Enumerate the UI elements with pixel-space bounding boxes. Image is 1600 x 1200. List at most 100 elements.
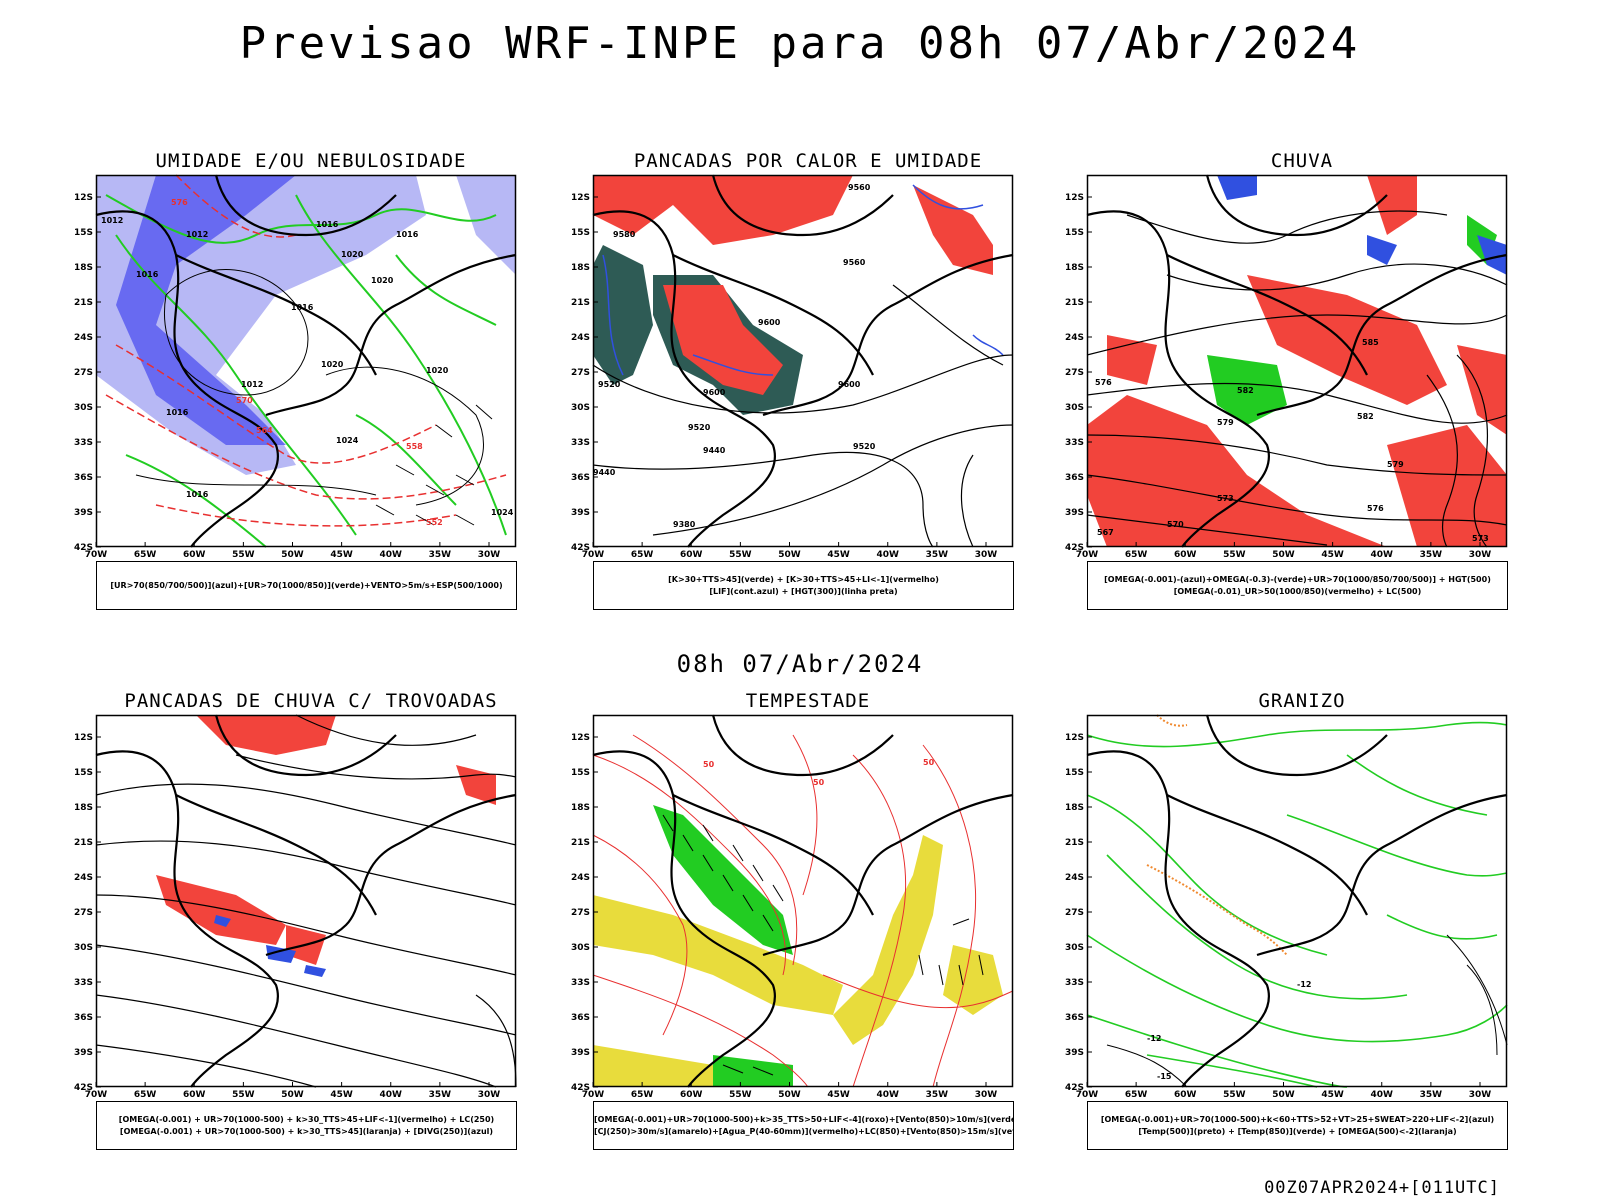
legend-line: [Temp(500)](preto) + [Temp(850)](verde) … — [1138, 1126, 1457, 1136]
humidity-green-contours — [105, 194, 507, 548]
country-borders — [95, 714, 517, 1088]
humidity-blue-area — [116, 175, 296, 445]
contour-label: 1020 — [341, 250, 364, 259]
lon-tick-label: 65W — [1125, 550, 1148, 560]
map-frame — [1086, 174, 1508, 548]
lat-tick-label: 12S — [74, 733, 93, 743]
contour-label: 573 — [1472, 534, 1489, 543]
lon-tick-label: 55W — [232, 550, 255, 560]
lat-tick-label: 42S — [571, 1083, 590, 1093]
lon-tick-label: 50W — [778, 550, 801, 560]
legend-line: [OMEGA(-0.001)-(azul)+OMEGA(-0.3)-(verde… — [1104, 574, 1491, 584]
lon-tick-label: 30W — [1469, 1090, 1492, 1100]
contour-label: 582 — [1237, 386, 1254, 395]
contour-label: 567 — [1097, 528, 1114, 537]
contour-label: 1020 — [371, 276, 394, 285]
lat-tick-label: 15S — [1065, 228, 1084, 238]
lat-tick-label: 30S — [74, 943, 93, 953]
lon-tick-label: 65W — [631, 1090, 654, 1100]
lon-tick-label: 45W — [330, 1090, 353, 1100]
contour-label: 570 — [1167, 520, 1184, 529]
lon-tick-label: 35W — [926, 550, 949, 560]
panel-convection: PANCADAS POR CALOR E UMIDADE 9560 — [571, 150, 1023, 620]
lat-tick-label: 27S — [1065, 908, 1084, 918]
lc250-streamlines — [95, 714, 517, 1088]
contour-label: 570 — [236, 396, 253, 405]
lif-blue-contours — [602, 184, 1004, 376]
legend-line: [OMEGA(-0.001)+UR>70(1000-500)+k>35_TTS>… — [594, 1114, 1013, 1124]
lon-tick-label: 45W — [827, 550, 850, 560]
legend-line: [OMEGA(-0.001) + UR>70(1000-500) + k>30_… — [118, 1114, 495, 1124]
panel-title: UMIDADE E/OU NEBULOSIDADE — [155, 150, 467, 172]
map-storm: 50 50 50 12S 15S 18S 21S 24S 27S 30S 33S 36S 39S 4… — [571, 714, 1014, 1100]
country-borders — [95, 174, 517, 548]
lon-tick-label: 70W — [85, 1090, 108, 1100]
contour-label: 576 — [171, 198, 188, 207]
lat-tick-label: 12S — [74, 193, 93, 203]
contour-label: -12 — [1147, 1034, 1161, 1043]
humidity-lavender-area-ne — [456, 175, 516, 275]
country-borders — [1086, 174, 1508, 548]
contour-label: 9440 — [593, 468, 616, 477]
legend-line: [LIF](cont.azul) + [HGT(300)](linha pret… — [709, 586, 898, 596]
lat-tick-label: 21S — [571, 298, 590, 308]
lat-tick-label: 21S — [74, 298, 93, 308]
lon-tick-label: 50W — [778, 1090, 801, 1100]
lon-tick-label: 60W — [680, 550, 703, 560]
contour-label: 585 — [1362, 338, 1379, 347]
jet-yellow-areas — [593, 835, 1003, 1087]
thunder-red-areas — [156, 715, 496, 965]
lat-tick-label: 39S — [1065, 1048, 1084, 1058]
lon-tick-label: 60W — [1174, 550, 1197, 560]
map-hail: -12 -15 -12 12S 15S 18S 21S 24S 27S 30S 33S 36S 3… — [1065, 714, 1508, 1100]
lat-tick-label: 36S — [571, 1013, 590, 1023]
lat-tick-label: 42S — [571, 543, 590, 553]
lon-tick-label: 70W — [1076, 550, 1099, 560]
lon-tick-label: 45W — [1321, 1090, 1344, 1100]
contour-labels: 1012 1012 1016 1016 1020 1016 1020 1016 … — [101, 198, 514, 527]
panel-humidity: UMIDADE E/OU NEBULOSIDADE — [74, 150, 526, 620]
contour-label: 9600 — [703, 388, 726, 397]
lon-tick-label: 45W — [827, 1090, 850, 1100]
panel-rain: CHUVA — [1065, 150, 1517, 620]
panel-legend: [OMEGA(-0.001)+UR>70(1000-500)+k<60+TTS>… — [1087, 1101, 1508, 1150]
contour-label: 50 — [923, 758, 935, 767]
contour-label: 573 — [1217, 494, 1234, 503]
lat-tick-label: 21S — [1065, 838, 1084, 848]
lat-tick-label: 18S — [74, 803, 93, 813]
lon-tick-label: 55W — [729, 550, 752, 560]
contour-label: 9440 — [703, 446, 726, 455]
lon-tick-label: 70W — [1076, 1090, 1099, 1100]
lat-tick-label: 12S — [1065, 193, 1084, 203]
panel-title: TEMPESTADE — [745, 690, 871, 712]
lat-tick-label: 36S — [1065, 473, 1084, 483]
contour-labels: 50 50 50 — [703, 758, 935, 787]
lat-tick-label: 24S — [1065, 873, 1084, 883]
contour-label: 1024 — [491, 508, 514, 517]
lat-tick-label: 33S — [571, 978, 590, 988]
lat-tick-label: 12S — [571, 733, 590, 743]
lon-tick-label: 55W — [232, 1090, 255, 1100]
hgt300-contours — [592, 284, 1014, 548]
contour-label: 576 — [1095, 378, 1112, 387]
lat-tick-label: 33S — [571, 438, 590, 448]
contour-label: 9520 — [853, 442, 876, 451]
lon-tick-label: 50W — [1272, 550, 1295, 560]
lon-tick-label: 45W — [1321, 550, 1344, 560]
lon-tick-label: 40W — [877, 550, 900, 560]
panel-legend: [OMEGA(-0.001) + UR>70(1000-500) + k>30_… — [96, 1101, 517, 1150]
lon-tick-label: 40W — [380, 1090, 403, 1100]
wind850-vectors — [662, 814, 984, 1076]
lat-tick-label: 21S — [571, 838, 590, 848]
contour-label: 582 — [1357, 412, 1374, 421]
lat-tick-label: 24S — [74, 873, 93, 883]
panel-hail: GRANIZO -12 — [1065, 690, 1517, 1160]
lat-tick-label: 24S — [1065, 333, 1084, 343]
lat-tick-label: 18S — [571, 803, 590, 813]
contour-label: 1012 — [186, 230, 208, 239]
forecast-time-label: 08h 07/Abr/2024 — [676, 650, 924, 678]
lon-tick-label: 30W — [975, 550, 998, 560]
